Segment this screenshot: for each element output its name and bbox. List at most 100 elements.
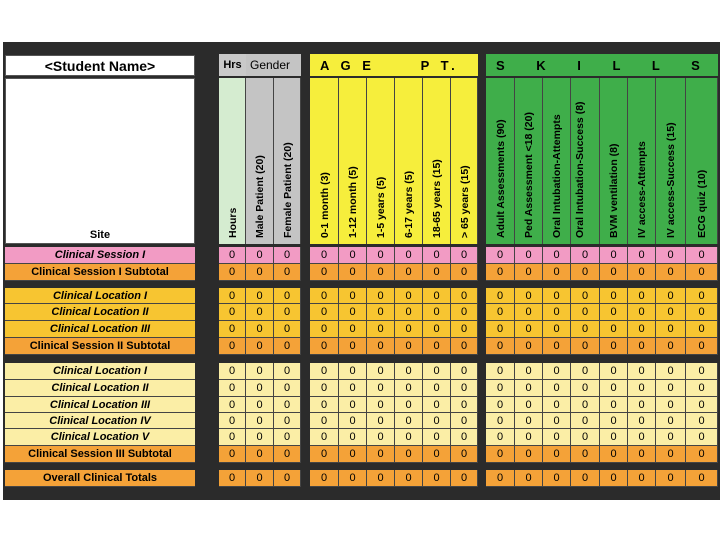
table-cell[interactable]: 0: [486, 288, 515, 304]
table-cell[interactable]: 0: [219, 338, 246, 355]
table-cell[interactable]: 0: [571, 446, 600, 463]
table-cell[interactable]: 0: [451, 380, 478, 397]
table-cell[interactable]: 0: [219, 264, 246, 281]
table-cell[interactable]: 0: [628, 397, 656, 413]
table-cell[interactable]: 0: [628, 446, 656, 463]
table-cell[interactable]: 0: [600, 470, 628, 487]
table-cell[interactable]: 0: [486, 380, 515, 397]
table-cell[interactable]: 0: [543, 429, 571, 446]
table-cell[interactable]: 0: [219, 380, 246, 397]
table-cell[interactable]: 0: [515, 380, 543, 397]
table-cell[interactable]: 0: [219, 247, 246, 264]
table-cell[interactable]: 0: [486, 429, 515, 446]
table-cell[interactable]: 0: [339, 446, 367, 463]
table-cell[interactable]: 0: [600, 446, 628, 463]
table-cell[interactable]: 0: [310, 446, 339, 463]
table-cell[interactable]: 0: [451, 321, 478, 338]
table-cell[interactable]: 0: [656, 446, 686, 463]
table-cell[interactable]: 0: [600, 380, 628, 397]
table-cell[interactable]: 0: [571, 413, 600, 429]
table-cell[interactable]: 0: [600, 363, 628, 380]
table-cell[interactable]: 0: [219, 397, 246, 413]
table-cell[interactable]: 0: [686, 446, 718, 463]
table-cell[interactable]: 0: [246, 380, 274, 397]
table-cell[interactable]: 0: [395, 397, 423, 413]
table-cell[interactable]: 0: [486, 338, 515, 355]
table-cell[interactable]: 0: [656, 321, 686, 338]
table-cell[interactable]: 0: [515, 264, 543, 281]
table-cell[interactable]: 0: [486, 397, 515, 413]
table-cell[interactable]: 0: [246, 321, 274, 338]
table-cell[interactable]: 0: [395, 429, 423, 446]
table-cell[interactable]: 0: [451, 264, 478, 281]
table-cell[interactable]: 0: [628, 288, 656, 304]
table-cell[interactable]: 0: [656, 338, 686, 355]
table-cell[interactable]: 0: [423, 397, 451, 413]
table-cell[interactable]: 0: [571, 338, 600, 355]
table-cell[interactable]: 0: [395, 247, 423, 264]
table-cell[interactable]: 0: [628, 429, 656, 446]
table-cell[interactable]: 0: [367, 470, 395, 487]
table-cell[interactable]: 0: [451, 446, 478, 463]
table-cell[interactable]: 0: [339, 429, 367, 446]
table-cell[interactable]: 0: [274, 429, 301, 446]
table-cell[interactable]: 0: [515, 429, 543, 446]
table-cell[interactable]: 0: [451, 397, 478, 413]
table-cell[interactable]: 0: [543, 338, 571, 355]
table-cell[interactable]: 0: [686, 363, 718, 380]
table-cell[interactable]: 0: [656, 363, 686, 380]
table-cell[interactable]: 0: [395, 288, 423, 304]
table-cell[interactable]: 0: [571, 264, 600, 281]
table-cell[interactable]: 0: [543, 446, 571, 463]
table-cell[interactable]: 0: [219, 470, 246, 487]
table-cell[interactable]: 0: [219, 413, 246, 429]
table-cell[interactable]: 0: [274, 413, 301, 429]
table-cell[interactable]: 0: [486, 321, 515, 338]
table-cell[interactable]: 0: [451, 288, 478, 304]
table-cell[interactable]: 0: [310, 264, 339, 281]
table-cell[interactable]: 0: [571, 247, 600, 264]
table-cell[interactable]: 0: [451, 429, 478, 446]
table-cell[interactable]: 0: [656, 264, 686, 281]
table-cell[interactable]: 0: [656, 413, 686, 429]
table-cell[interactable]: 0: [219, 446, 246, 463]
table-cell[interactable]: 0: [310, 397, 339, 413]
table-cell[interactable]: 0: [423, 264, 451, 281]
table-cell[interactable]: 0: [246, 470, 274, 487]
table-cell[interactable]: 0: [395, 413, 423, 429]
table-cell[interactable]: 0: [310, 304, 339, 321]
table-cell[interactable]: 0: [486, 264, 515, 281]
table-cell[interactable]: 0: [543, 380, 571, 397]
table-cell[interactable]: 0: [515, 321, 543, 338]
table-cell[interactable]: 0: [246, 304, 274, 321]
table-cell[interactable]: 0: [246, 413, 274, 429]
table-cell[interactable]: 0: [515, 288, 543, 304]
table-cell[interactable]: 0: [656, 470, 686, 487]
table-cell[interactable]: 0: [686, 304, 718, 321]
table-cell[interactable]: 0: [246, 446, 274, 463]
table-cell[interactable]: 0: [451, 470, 478, 487]
table-cell[interactable]: 0: [686, 321, 718, 338]
table-cell[interactable]: 0: [686, 247, 718, 264]
table-cell[interactable]: 0: [600, 413, 628, 429]
table-cell[interactable]: 0: [339, 470, 367, 487]
table-cell[interactable]: 0: [423, 338, 451, 355]
table-cell[interactable]: 0: [571, 288, 600, 304]
table-cell[interactable]: 0: [628, 470, 656, 487]
table-cell[interactable]: 0: [686, 397, 718, 413]
table-cell[interactable]: 0: [571, 397, 600, 413]
table-cell[interactable]: 0: [395, 363, 423, 380]
table-cell[interactable]: 0: [274, 446, 301, 463]
table-cell[interactable]: 0: [600, 321, 628, 338]
table-cell[interactable]: 0: [310, 338, 339, 355]
table-cell[interactable]: 0: [339, 413, 367, 429]
table-cell[interactable]: 0: [628, 363, 656, 380]
table-cell[interactable]: 0: [515, 338, 543, 355]
table-cell[interactable]: 0: [339, 380, 367, 397]
table-cell[interactable]: 0: [486, 363, 515, 380]
table-cell[interactable]: 0: [628, 304, 656, 321]
table-cell[interactable]: 0: [274, 363, 301, 380]
table-cell[interactable]: 0: [395, 321, 423, 338]
table-cell[interactable]: 0: [423, 304, 451, 321]
table-cell[interactable]: 0: [246, 429, 274, 446]
